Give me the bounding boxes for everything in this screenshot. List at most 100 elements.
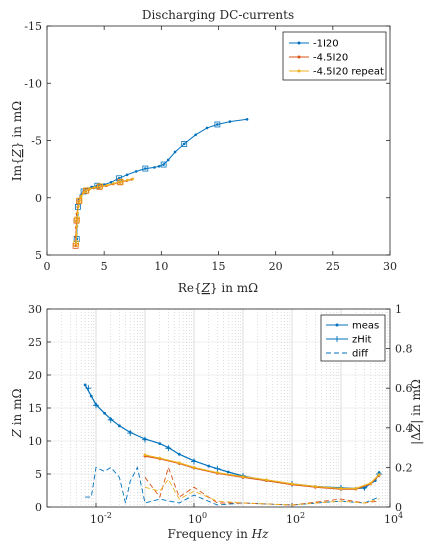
data-point: [85, 189, 88, 192]
x-tick-label: 15: [212, 260, 226, 273]
y-tick-label: 25: [28, 336, 42, 349]
data-point: [377, 473, 381, 477]
legend-label: -1I20: [313, 39, 339, 50]
legend: meas zHit diff: [320, 314, 386, 362]
y-tick-label: 5: [35, 468, 42, 481]
data-point: [182, 142, 186, 146]
data-point: [93, 186, 96, 189]
spectrum-chart: 10-2 100 102 10405101520253000.20.40.60.81m…: [10, 303, 423, 541]
spectrum-plot-area: 10-2 100 102 10405101520253000.20.40.60.81m…: [28, 303, 413, 526]
data-marker: [73, 240, 80, 247]
data-point: [98, 185, 102, 188]
x-tick-label: 0: [44, 260, 51, 273]
x-tick-label: 10-2: [90, 511, 112, 526]
y-axis-title: Z in mΩ: [10, 389, 24, 439]
data-point: [226, 470, 230, 474]
nyquist-plot-area: 0 5 10 15 20 25 30-15-10-505-1I20-4.5I20-4.5I2…: [24, 20, 397, 273]
data-point: [75, 225, 79, 228]
data-marker: [142, 165, 149, 172]
data-point: [75, 233, 78, 236]
data-point: [134, 170, 138, 173]
data-point: [207, 464, 211, 468]
y-axis-right-title: |ΔZ| in mΩ: [409, 379, 423, 445]
y-tick-label: 10: [28, 435, 42, 448]
x-tick-label: 25: [326, 260, 340, 273]
y-right-tick-label: 0.8: [395, 343, 413, 356]
y-tick-label: 5: [35, 249, 42, 262]
data-marker: [181, 141, 188, 147]
y-tick-label: -15: [24, 20, 42, 33]
y-right-tick-label: 1: [395, 303, 402, 316]
data-point: [313, 485, 317, 488]
data-point: [75, 218, 79, 221]
legend-label: -4.5I20 repeat: [313, 67, 384, 78]
data-point: [103, 411, 107, 415]
data-point: [205, 126, 209, 130]
data-point: [177, 452, 181, 456]
data-point: [241, 475, 245, 479]
data-point: [77, 205, 80, 208]
legend-marker: [297, 41, 301, 45]
data-point: [119, 180, 123, 184]
y-right-tick-label: 0.6: [395, 382, 413, 395]
data-point: [339, 487, 343, 490]
data-marker: [142, 436, 148, 443]
data-point: [162, 163, 165, 166]
x-tick-label: 104: [384, 511, 403, 526]
y-right-tick-label: 0.2: [395, 461, 413, 474]
data-point: [112, 182, 116, 185]
chart-title: Discharging DC-currents: [142, 8, 294, 22]
data-point: [290, 482, 294, 486]
data-point: [158, 456, 162, 460]
data-point: [228, 120, 232, 123]
data-point: [173, 150, 177, 154]
data-point: [131, 177, 135, 181]
x-tick-label: 102: [286, 511, 305, 526]
data-point: [88, 187, 92, 190]
data-point: [354, 487, 358, 490]
x-tick-label: 10: [154, 260, 168, 273]
data-point: [78, 199, 81, 202]
x-tick-label: 100: [188, 511, 207, 526]
data-marker: [214, 121, 221, 128]
data-point: [153, 166, 156, 169]
data-marker: [93, 402, 99, 409]
data-marker: [83, 187, 90, 194]
data-marker: [116, 175, 122, 182]
data-point: [144, 167, 147, 170]
legend-label: diff: [352, 349, 369, 360]
data-point: [369, 481, 372, 485]
data-point: [126, 178, 129, 182]
legend-marker: [335, 323, 339, 327]
x-tick-label: 20: [269, 260, 283, 273]
data-marker: [74, 216, 80, 223]
data-point: [80, 194, 83, 198]
y-tick-label: 0: [35, 192, 42, 205]
data-marker: [97, 183, 104, 190]
legend-label: meas: [352, 321, 379, 332]
data-point: [76, 211, 79, 214]
data-point: [117, 424, 121, 428]
data-point: [192, 466, 196, 469]
x-tick-label: 5: [101, 260, 108, 273]
x-axis-title: Frequency in Hz: [168, 527, 270, 541]
data-marker: [82, 187, 89, 194]
data-point: [194, 133, 197, 137]
y-tick-label: 15: [28, 402, 42, 415]
data-marker: [117, 178, 124, 185]
legend-box: [320, 314, 386, 362]
legend-marker: [297, 69, 301, 73]
legend-box: [282, 31, 387, 81]
data-point: [125, 173, 129, 177]
legend-label: -4.5I20: [313, 53, 348, 64]
data-point: [215, 471, 219, 475]
data-marker: [107, 416, 114, 423]
data-marker: [160, 161, 167, 168]
data-point: [216, 123, 219, 126]
y-tick-label: 20: [28, 369, 42, 382]
data-marker: [165, 445, 172, 452]
y-tick-label: 30: [28, 303, 42, 316]
series-line-5: [144, 465, 380, 506]
data-point: [166, 158, 170, 162]
